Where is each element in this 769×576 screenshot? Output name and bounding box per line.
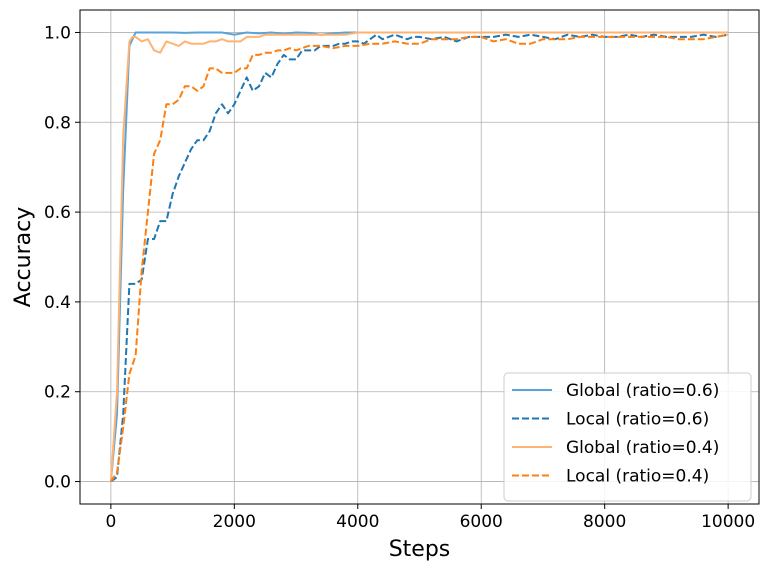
x-tick-label: 0 <box>105 512 116 532</box>
x-tick-label: 8000 <box>583 512 626 532</box>
legend-label-local-ratio-0-4: Local (ratio=0.4) <box>566 467 709 487</box>
series-line-local-ratio-0-4 <box>110 33 729 483</box>
legend-label-global-ratio-0-4: Global (ratio=0.4) <box>566 438 719 458</box>
x-tick-label: 4000 <box>336 512 379 532</box>
x-tick-label: 2000 <box>213 512 256 532</box>
y-tick-label: 0.6 <box>44 203 71 223</box>
legend-label-global-ratio-0-6: Global (ratio=0.6) <box>566 381 719 401</box>
y-tick-label: 0.0 <box>44 473 71 493</box>
plot-frame <box>79 9 760 505</box>
y-tick-label: 0.2 <box>44 383 71 403</box>
x-axis-label: Steps <box>389 537 451 562</box>
x-tick-label: 10000 <box>701 512 755 532</box>
x-tick-label: 6000 <box>460 512 503 532</box>
y-tick-label: 0.8 <box>44 113 71 133</box>
series-line-local-ratio-0-6 <box>110 33 729 483</box>
y-tick-label: 1.0 <box>44 23 71 43</box>
legend-box <box>503 372 752 502</box>
y-axis-label: Accuracy <box>11 207 36 307</box>
series-line-global-ratio-0-4 <box>109 31 729 482</box>
legend: Global (ratio=0.6) Local (ratio=0.6) Globa… <box>503 372 752 502</box>
axis-ticks: 0 2000 4000 6000 8000 10000 0.0 0.2 0.4 0.6 0.8 1.0 <box>44 23 755 532</box>
series-lines <box>109 31 729 483</box>
legend-label-local-ratio-0-6: Local (ratio=0.6) <box>566 410 709 430</box>
y-tick-label: 0.4 <box>44 293 71 313</box>
